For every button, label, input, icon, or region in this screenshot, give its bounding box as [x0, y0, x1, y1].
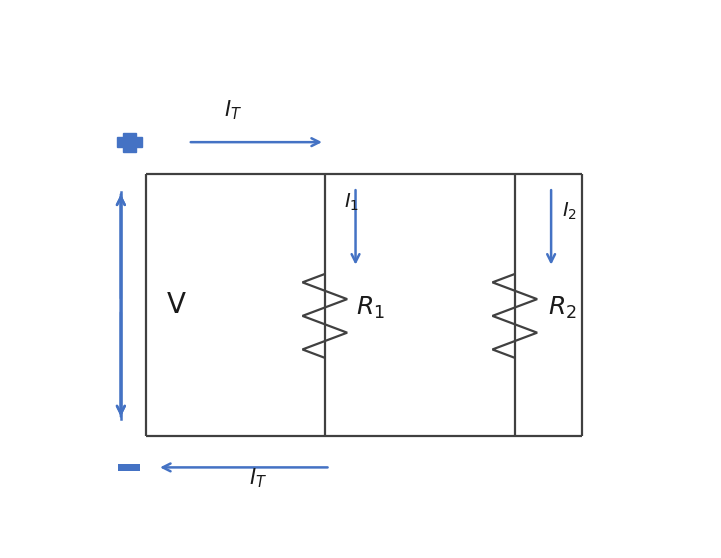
Text: $I_T$: $I_T$	[249, 467, 267, 490]
Polygon shape	[117, 133, 141, 152]
Text: $R_1$: $R_1$	[355, 295, 384, 321]
Text: V: V	[167, 291, 186, 319]
FancyBboxPatch shape	[118, 464, 141, 471]
Text: $I_T$: $I_T$	[224, 98, 242, 122]
Text: $R_2$: $R_2$	[549, 295, 577, 321]
Text: $I_1$: $I_1$	[345, 191, 360, 213]
Text: $I_2$: $I_2$	[562, 200, 578, 222]
